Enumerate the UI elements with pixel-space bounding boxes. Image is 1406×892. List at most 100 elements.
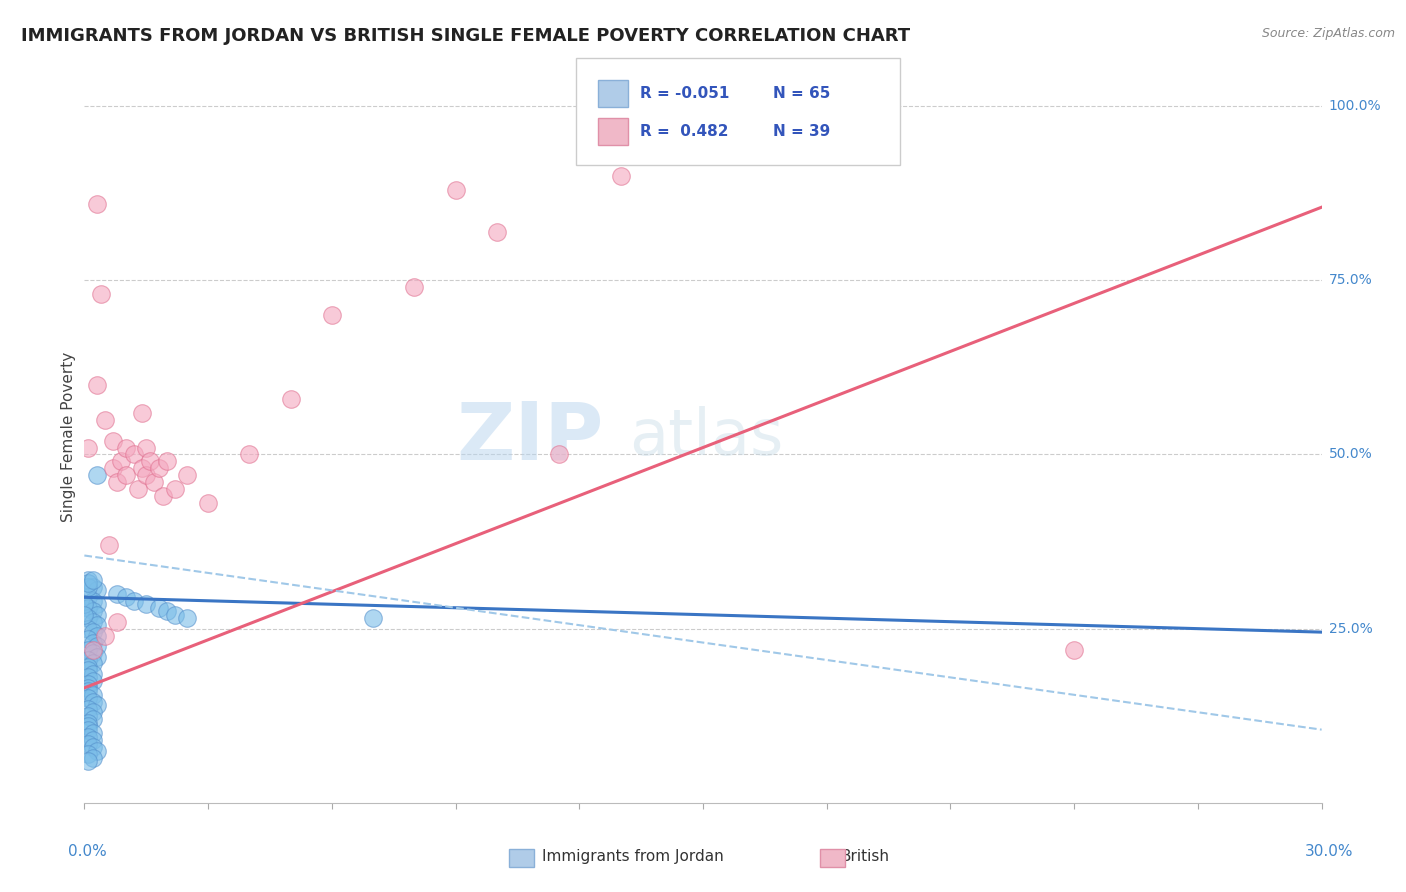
Point [82,646,104,660]
Point [86,607,108,622]
Point [86,196,108,211]
Point [110,454,132,468]
Point [77,580,100,594]
Text: Immigrants from Jordan: Immigrants from Jordan [541,849,724,863]
Point [77,684,100,698]
Point [77,691,100,706]
Point [77,622,100,636]
Point [77,660,100,674]
Text: 100.0%: 100.0% [1329,99,1381,113]
Point [485,225,508,239]
Point [238,448,260,462]
Point [77,730,100,744]
Point [82,625,104,640]
Point [82,642,104,657]
Point [131,406,153,420]
Point [82,673,104,688]
Point [86,468,108,483]
Point [105,475,128,490]
Point [77,677,100,691]
Point [103,461,125,475]
Text: 75.0%: 75.0% [1329,273,1372,287]
Point [82,688,104,702]
Point [103,434,125,448]
Point [165,483,187,497]
Point [82,573,104,587]
Point [86,649,108,664]
Point [82,594,104,608]
Point [86,597,108,611]
Point [82,695,104,709]
Point [77,702,100,716]
Point [77,576,100,591]
Text: 0.0%: 0.0% [67,845,107,859]
Point [114,441,136,455]
Point [86,698,108,713]
Point [197,496,219,510]
Point [90,287,112,301]
Point [77,681,100,695]
Point [82,740,104,755]
Point [82,657,104,671]
Point [404,280,426,294]
Point [82,615,104,629]
Point [86,583,108,598]
Point [94,412,117,426]
Point [77,664,100,678]
Text: N = 65: N = 65 [773,87,831,101]
Text: N = 39: N = 39 [773,124,831,138]
Point [77,653,100,667]
Text: ZIP: ZIP [457,398,605,476]
Text: British: British [841,849,889,863]
Point [176,468,198,483]
Point [82,750,104,764]
Point [82,635,104,649]
Point [73,607,96,622]
Point [94,629,117,643]
Point [82,705,104,719]
Point [82,726,104,740]
Text: R = -0.051: R = -0.051 [640,87,730,101]
Point [86,743,108,757]
Point [139,454,162,468]
Point [77,719,100,733]
Point [280,392,302,406]
Point [547,448,569,462]
Point [1063,642,1085,657]
Point [444,183,467,197]
Point [321,308,343,322]
Point [77,723,100,737]
Text: IMMIGRANTS FROM JORDAN VS BRITISH SINGLE FEMALE POVERTY CORRELATION CHART: IMMIGRANTS FROM JORDAN VS BRITISH SINGLE… [21,27,910,45]
Point [77,754,100,768]
Text: 30.0%: 30.0% [1305,845,1353,859]
Point [114,591,136,605]
Point [77,600,100,615]
Point [86,639,108,653]
Point [105,587,128,601]
Point [165,607,187,622]
Point [135,597,157,611]
Point [122,448,145,462]
Point [733,127,755,141]
Point [156,454,179,468]
Point [131,461,153,475]
Point [143,475,166,490]
Point [77,747,100,761]
Text: Source: ZipAtlas.com: Source: ZipAtlas.com [1261,27,1395,40]
Point [114,468,136,483]
Point [77,737,100,751]
Point [77,715,100,730]
Text: atlas: atlas [628,406,783,468]
Text: 50.0%: 50.0% [1329,448,1372,461]
Point [86,377,108,392]
Point [82,580,104,594]
Point [82,733,104,747]
Point [156,604,179,618]
Point [176,611,198,625]
Point [73,597,96,611]
Point [86,618,108,632]
Point [148,461,170,475]
Point [82,604,104,618]
Point [77,670,100,684]
Point [77,573,100,587]
